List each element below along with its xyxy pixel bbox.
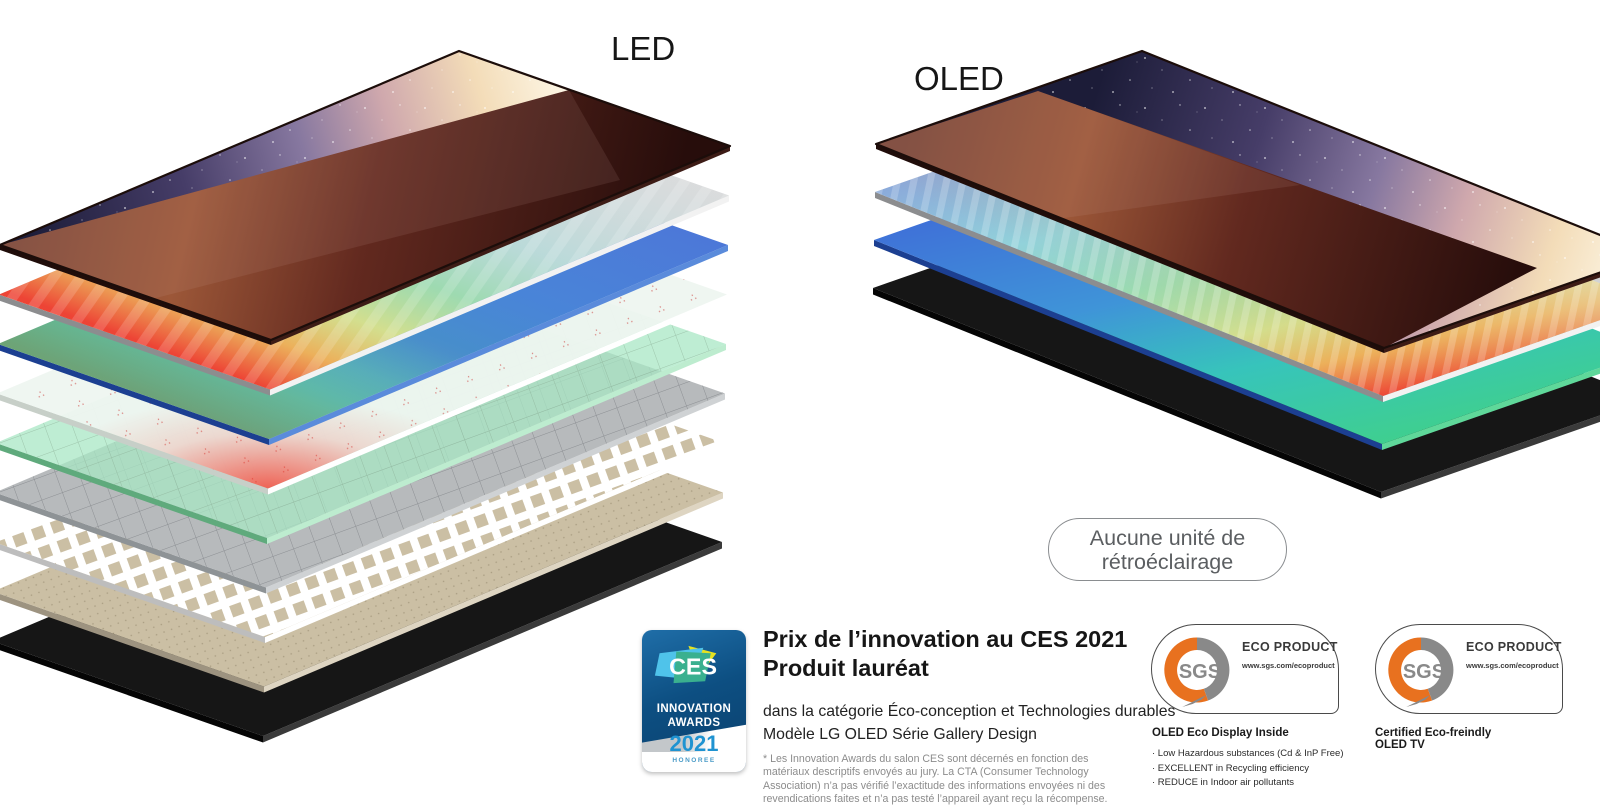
- svg-text:SGS: SGS: [1179, 661, 1221, 683]
- svg-text:SGS: SGS: [1403, 661, 1445, 683]
- svg-text:CES: CES: [669, 654, 717, 680]
